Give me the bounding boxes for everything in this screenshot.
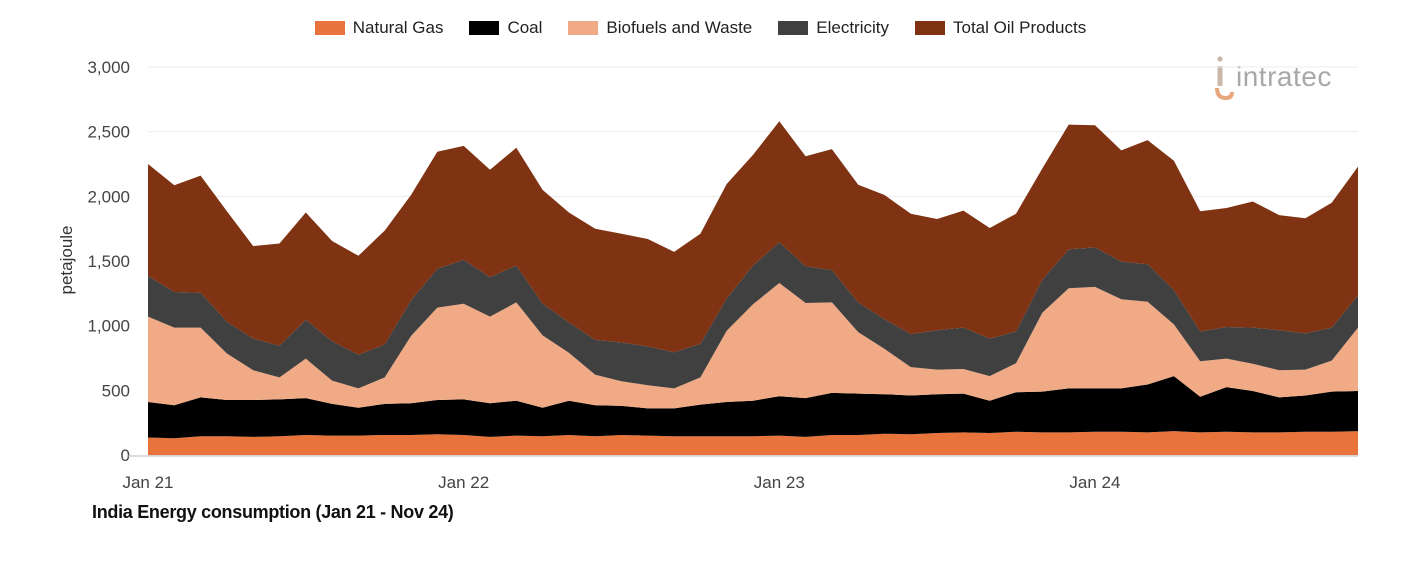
y-tick-label-6: 3,000 xyxy=(87,58,130,77)
x-tick-label-jan-24: Jan 24 xyxy=(1069,473,1120,492)
intratec-logo: intratec xyxy=(1212,54,1332,100)
legend-item-electricity[interactable]: Electricity xyxy=(778,18,889,38)
intratec-logo-text: intratec xyxy=(1236,61,1332,92)
legend-item-total-oil-products[interactable]: Total Oil Products xyxy=(915,18,1086,38)
intratec-logo-icon xyxy=(1215,56,1234,100)
area-layer xyxy=(148,121,1358,455)
legend-item-coal[interactable]: Coal xyxy=(469,18,542,38)
area-series-biofuels-and-waste[interactable] xyxy=(148,283,1358,409)
y-tick-label-2: 1,000 xyxy=(87,317,130,336)
legend-label-electricity: Electricity xyxy=(816,18,889,37)
chart-title: India Energy consumption (Jan 21 - Nov 2… xyxy=(92,502,454,522)
legend-swatch-natural-gas xyxy=(314,21,345,35)
y-tick-label-1: 500 xyxy=(102,381,130,400)
legend: Natural Gas Coal Biofuels and Waste Elec… xyxy=(0,18,1401,38)
x-tick-label-jan-21: Jan 21 xyxy=(122,473,173,492)
y-tick-label-0: 0 xyxy=(121,446,130,465)
legend-swatch-biofuels-and-waste xyxy=(568,21,599,35)
x-tick-label-jan-23: Jan 23 xyxy=(754,473,805,492)
y-tick-label-3: 1,500 xyxy=(87,252,130,271)
legend-swatch-electricity xyxy=(778,21,809,35)
legend-label-natural-gas: Natural Gas xyxy=(352,18,444,37)
area-series-electricity[interactable] xyxy=(148,242,1358,389)
y-tick-label-4: 2,000 xyxy=(87,187,130,206)
legend-item-biofuels-and-waste[interactable]: Biofuels and Waste xyxy=(568,18,752,38)
axis-layer: 0 500 1,000 1,500 2,000 2,500 3,000 Jan 21 Jan 2… xyxy=(87,58,1358,492)
legend-label-total-oil-products: Total Oil Products xyxy=(953,18,1087,37)
legend-label-coal: Coal xyxy=(507,18,543,37)
area-series-coal[interactable] xyxy=(148,376,1358,439)
y-tick-label-5: 2,500 xyxy=(87,123,130,142)
y-axis-title: petajoule xyxy=(57,225,76,294)
legend-label-biofuels-and-waste: Biofuels and Waste xyxy=(606,18,753,37)
x-tick-label-jan-22: Jan 22 xyxy=(438,473,489,492)
area-series-natural-gas[interactable] xyxy=(148,431,1358,455)
area-series-total-oil-products[interactable] xyxy=(148,121,1358,355)
legend-swatch-total-oil-products xyxy=(915,21,945,35)
legend-swatch-coal xyxy=(469,21,500,35)
legend-item-natural-gas[interactable]: Natural Gas xyxy=(314,18,444,38)
